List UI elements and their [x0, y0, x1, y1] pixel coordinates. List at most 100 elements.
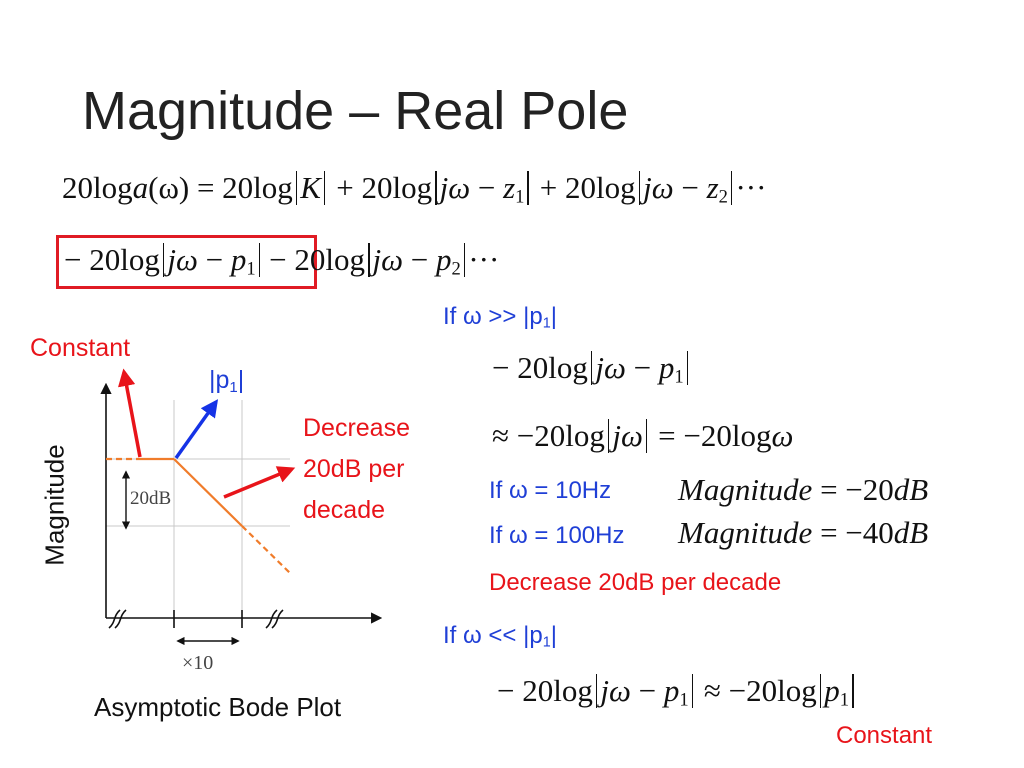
expr-term: ≈ −20log: [696, 673, 817, 708]
expr-term: − 20log: [492, 350, 588, 385]
abs-bar: [435, 170, 437, 205]
eq2-term: −: [403, 242, 437, 277]
eq1-term: + 20log: [328, 170, 433, 205]
equation-line-2: − 20log jω − p1− 20log jω − p2 ···: [64, 242, 499, 281]
expr-approx: ≈ −20log jω = −20logω: [492, 418, 793, 454]
eq1-term: = 20log: [189, 170, 293, 205]
abs-bar: [368, 242, 370, 277]
abs-bar: [645, 418, 648, 453]
expr-term: jω: [600, 673, 631, 708]
case-100hz-formula: Magnitude = −40dB: [678, 515, 928, 551]
condition-text: |: [550, 303, 557, 330]
plot-decrease-label: Decrease 20dB per decade: [303, 408, 410, 531]
formula-lhs: Magnitude: [678, 515, 813, 550]
expr-term: jω: [595, 350, 626, 385]
eq1-term: −: [470, 170, 504, 205]
expr-term: − 20log: [497, 673, 593, 708]
eq1-term: jω: [643, 170, 674, 205]
equation-line-1: 20loga(ω) = 20log K + 20log jω − z1 + 20lo…: [62, 170, 766, 209]
pole-label-text: |: [237, 366, 245, 394]
decrease-label-line: Decrease: [303, 414, 410, 442]
abs-bar: [730, 170, 733, 205]
page-title: Magnitude – Real Pole: [82, 81, 629, 141]
abs-bar: [258, 242, 261, 277]
axis-break-right: [265, 609, 284, 629]
gap-label: 20dB: [130, 488, 171, 509]
formula-unit: dB: [893, 472, 929, 507]
decrease-note: Decrease 20dB per decade: [489, 569, 782, 596]
eq1-term: a: [132, 170, 149, 205]
plot-pole-label: |p1|: [209, 366, 244, 396]
abs-bar: [638, 170, 641, 205]
decade-label: ×10: [182, 652, 213, 674]
eq2-term: −: [197, 242, 231, 277]
eq2-term: jω: [372, 242, 404, 277]
eq1-subscript: 1: [515, 186, 525, 208]
asymptote-dashed-right: [241, 525, 293, 576]
decrease-label-line: decade: [303, 496, 386, 524]
pole-label-text: |p: [209, 366, 230, 394]
eq1-term: jω: [439, 170, 471, 205]
eq2-term: p: [230, 242, 247, 277]
eq2-term: p: [436, 242, 452, 277]
expr-term: ≈ −20log: [492, 418, 605, 453]
eq2-term: − 20log: [64, 242, 160, 277]
abs-bar: [527, 170, 529, 205]
abs-bar: [686, 350, 689, 385]
eq2-term: jω: [167, 242, 198, 277]
eq1-term: + 20log: [531, 170, 636, 205]
asymptote-slope: [173, 458, 243, 527]
expr-low-freq: − 20log jω − p1 ≈ −20log p1: [497, 673, 857, 712]
expr-term: = −20log: [650, 418, 772, 453]
constant-arrow: [117, 368, 142, 458]
eq1-term: K: [300, 170, 321, 205]
highlight-box: [56, 235, 317, 289]
eq2-term: − 20log: [269, 242, 366, 277]
abs-bar: [162, 242, 165, 277]
abs-bar: [463, 242, 466, 277]
case-10hz-formula: Magnitude = −20dB: [678, 472, 928, 508]
eq1-term: −: [673, 170, 707, 205]
abs-bar: [819, 673, 822, 708]
abs-bar: [295, 170, 298, 205]
condition-subscript: 1: [542, 315, 551, 332]
condition-text: |: [550, 622, 557, 649]
condition-low-freq: If ω << |p1|: [443, 622, 557, 651]
eq1-subscript: 2: [718, 186, 728, 208]
eq1-term: 20log: [62, 170, 133, 205]
case-100hz-label: If ω = 100Hz: [489, 522, 625, 549]
condition-text: If ω >> |p: [443, 303, 543, 330]
expr-term: jω: [612, 418, 643, 453]
plot-caption: Asymptotic Bode Plot: [94, 692, 342, 722]
eq2-ellipsis: ···: [468, 242, 500, 277]
condition-high-freq: If ω >> |p1|: [443, 303, 557, 332]
expr-term: −: [625, 350, 659, 385]
condition-text: If ω << |p: [443, 622, 543, 649]
constant-note: Constant: [836, 722, 933, 749]
abs-bar: [607, 418, 610, 453]
eq1-term: (ω): [148, 170, 190, 205]
expr-subscript: 1: [839, 689, 850, 711]
expr-term: p: [824, 673, 840, 708]
expr-term: p: [663, 673, 680, 708]
abs-bar: [595, 673, 598, 708]
expr-term: p: [658, 350, 675, 385]
decrease-label-line: 20dB per: [303, 455, 405, 483]
eq2-subscript: 2: [451, 258, 461, 280]
bode-plot: 20dB ×10: [100, 368, 383, 674]
expr-pole-term: − 20log jω − p1: [492, 350, 691, 389]
expr-subscript: 1: [674, 366, 684, 388]
abs-bar: [323, 170, 326, 205]
decrease-arrow: [223, 466, 296, 499]
abs-bar: [691, 673, 694, 708]
formula-rhs: = −40: [812, 515, 894, 550]
eq1-ellipsis: ···: [735, 170, 767, 205]
eq2-subscript: 1: [246, 258, 256, 280]
abs-bar: [852, 673, 854, 708]
eq1-term: z: [503, 170, 516, 205]
plot-constant-label: Constant: [30, 334, 131, 362]
expr-term: ω: [771, 418, 794, 453]
expr-subscript: 1: [679, 689, 689, 711]
expr-term: −: [630, 673, 664, 708]
abs-bar: [590, 350, 593, 385]
